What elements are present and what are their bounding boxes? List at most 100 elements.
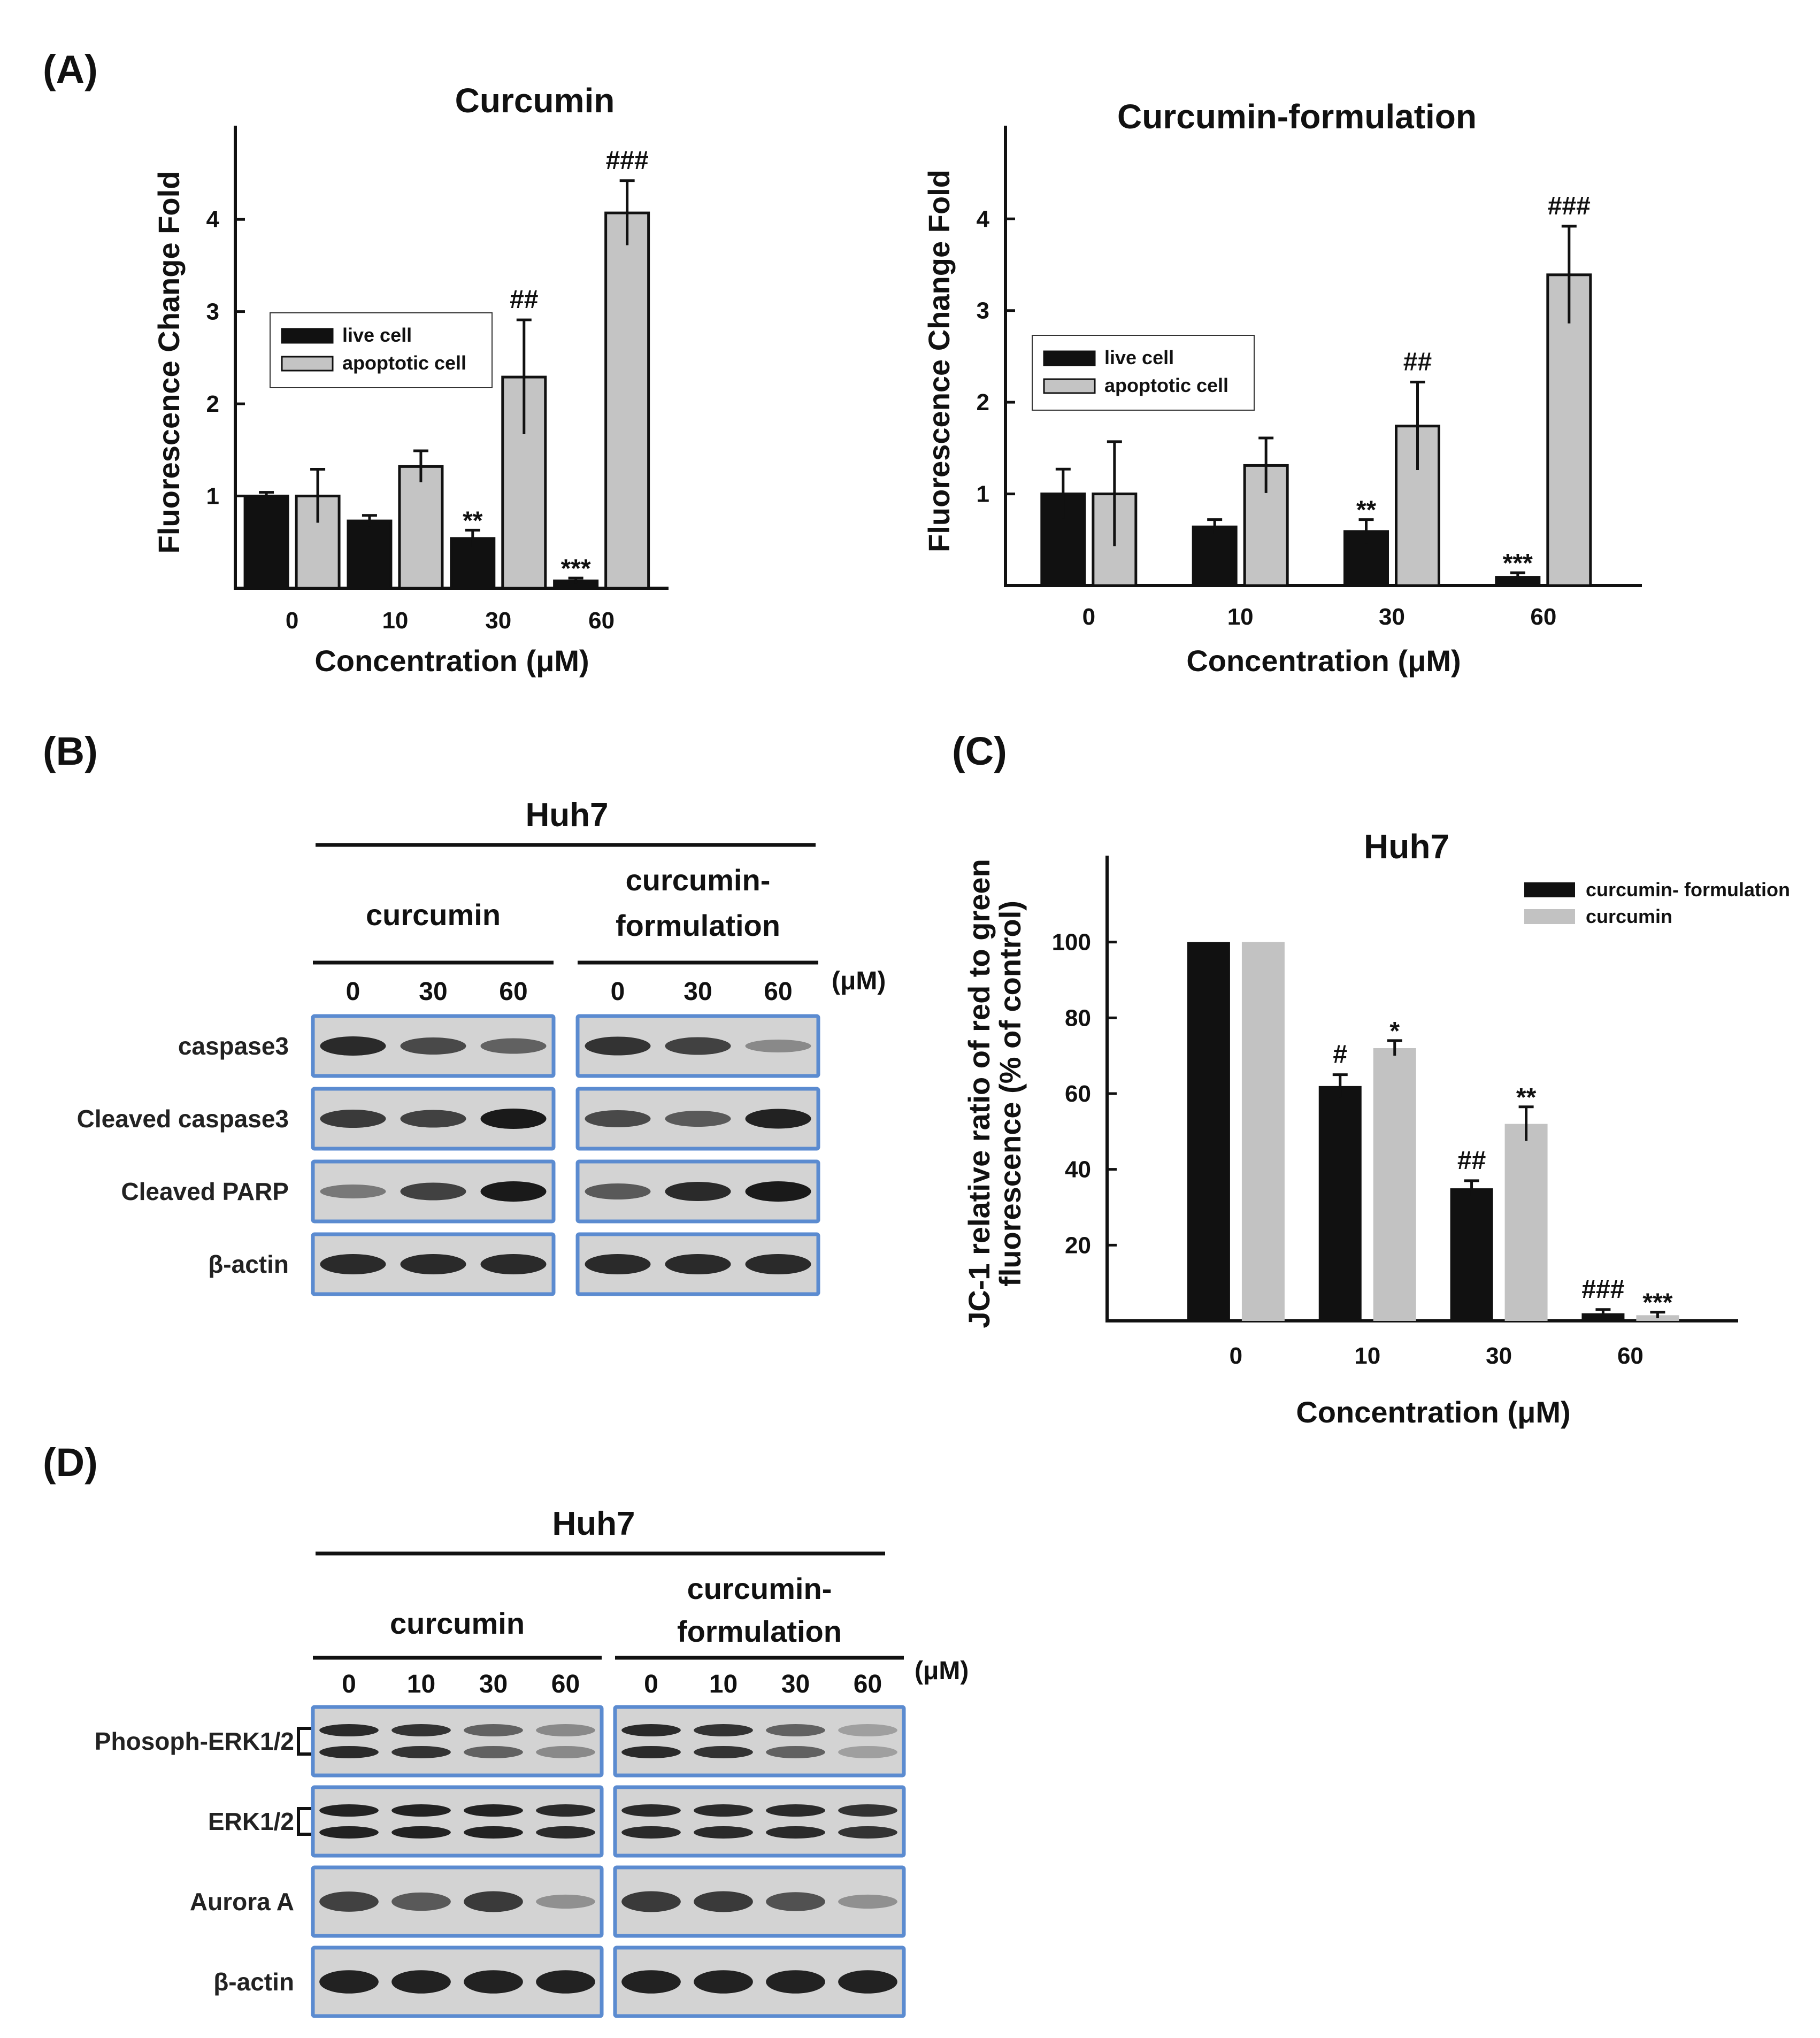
significance-hash: ### (606, 147, 649, 175)
protein-band (766, 1892, 825, 1911)
y-axis-label: fluorescence (% of control) (993, 901, 1027, 1287)
protein-band (319, 1826, 379, 1839)
panel-label-c: (C) (952, 729, 1007, 773)
bar-apoptotic-cell (604, 211, 650, 590)
protein-band (694, 1724, 753, 1737)
protein-band (319, 1891, 379, 1912)
protein-band (400, 1182, 466, 1201)
protein-band (766, 1724, 825, 1737)
protein-band (400, 1110, 466, 1128)
protein-band (694, 1891, 753, 1912)
x-tick-label: 10 (382, 607, 408, 634)
protein-band (745, 1109, 811, 1129)
y-tick-label: 3 (206, 299, 219, 325)
legend-label: apoptotic cell (1104, 374, 1228, 396)
protein-band (536, 1745, 595, 1758)
protein-band (665, 1181, 731, 1202)
protein-band (585, 1253, 651, 1275)
bar-apoptotic-cell (501, 375, 547, 590)
protein-band (464, 1804, 523, 1817)
y-axis-label: Fluorescence Change Fold (922, 170, 956, 552)
significance-hash: ## (1457, 1147, 1486, 1175)
blot-strip (613, 1945, 906, 2018)
lane-label: 0 (644, 1670, 658, 1698)
y-tick-label: 1 (977, 481, 989, 507)
x-tick-label: 30 (1486, 1343, 1512, 1369)
bar-live-cell (243, 495, 289, 590)
protein-band (319, 1724, 379, 1737)
protein-band (621, 1724, 681, 1737)
protein-band (320, 1109, 386, 1128)
protein-band (694, 1826, 753, 1839)
protein-label: Aurora A (190, 1888, 294, 1916)
y-tick-label: 4 (206, 206, 220, 233)
significance-asterisk: *** (561, 555, 591, 583)
x-tick-label: 10 (1354, 1343, 1380, 1369)
bar-curcumin-formulation (1187, 942, 1230, 1321)
protein-band (621, 1970, 681, 1994)
blot-strip (311, 1705, 604, 1778)
treatment-group-label: formulation (677, 1614, 842, 1648)
blot-strip (613, 1705, 906, 1778)
significance-hash: ### (1548, 192, 1591, 220)
x-axis-label: Concentration (μM) (1186, 644, 1461, 678)
y-tick-label: 2 (977, 389, 989, 416)
bar-apoptotic-cell (1546, 273, 1592, 587)
protein-label: ERK1/2 (208, 1808, 294, 1835)
western-blot-b: Huh7 (μM) curcumin 0 30 60 curcumin-formulatio… (77, 797, 886, 1296)
protein-band (766, 1804, 825, 1817)
protein-band (480, 1181, 547, 1202)
protein-band (621, 1804, 681, 1817)
legend-label: live cell (342, 324, 412, 346)
protein-band (766, 1745, 825, 1758)
chart-title: Huh7 (1364, 827, 1449, 866)
protein-band (464, 1891, 523, 1912)
bar-live-cell (1343, 530, 1389, 587)
blot-strip (613, 1785, 906, 1858)
legend-label: curcumin- formulation (1586, 879, 1790, 901)
significance-hash: # (1333, 1041, 1347, 1069)
protein-band (585, 1110, 651, 1128)
significance-asterisk: ** (463, 506, 483, 535)
blot-strip (311, 1945, 604, 2018)
legend-swatch (281, 328, 334, 344)
bar-curcumin-formulation (1318, 1086, 1362, 1321)
treatment-group-label: formulation (616, 909, 780, 942)
protein-band (536, 1970, 595, 1994)
significance-hash: ### (1581, 1275, 1624, 1304)
protein-band (400, 1253, 466, 1275)
legend-label: live cell (1104, 347, 1174, 368)
y-axis-label: Fluorescence Change Fold (152, 171, 186, 554)
protein-band (464, 1970, 523, 1994)
legend-swatch (1524, 882, 1575, 897)
protein-band (694, 1970, 753, 1994)
protein-band (391, 1724, 451, 1737)
protein-band (536, 1894, 595, 1909)
bar-curcumin-formulation (1450, 1188, 1493, 1321)
treatment-group-label: curcumin- (626, 863, 771, 897)
y-tick-label: 3 (977, 298, 989, 324)
significance-asterisk: *** (1503, 549, 1533, 578)
western-blot-d: Huh7 (μM) curcumin 0 10 30 60 curcumin-formulat… (95, 1505, 969, 2018)
treatment-group-label: curcumin (366, 898, 501, 932)
protein-band (665, 1253, 731, 1275)
y-tick-label: 4 (977, 206, 990, 232)
y-tick-label: 60 (1065, 1081, 1091, 1107)
blot-title: Huh7 (552, 1505, 635, 1542)
bar-curcumin (1504, 1124, 1548, 1321)
lane-label: 30 (479, 1670, 508, 1698)
protein-band (464, 1745, 523, 1758)
protein-band (319, 1970, 379, 1994)
legend-swatch (1043, 378, 1096, 394)
protein-band (694, 1804, 753, 1817)
significance-hash: ## (510, 286, 538, 314)
y-axis-label: JC-1 relative ratio of red to green (962, 859, 996, 1328)
legend-box (270, 312, 493, 388)
protein-band (536, 1724, 595, 1737)
lane-label: 10 (709, 1670, 738, 1698)
x-tick-label: 60 (588, 607, 615, 634)
lane-label: 30 (419, 978, 447, 1006)
protein-band (838, 1894, 897, 1909)
